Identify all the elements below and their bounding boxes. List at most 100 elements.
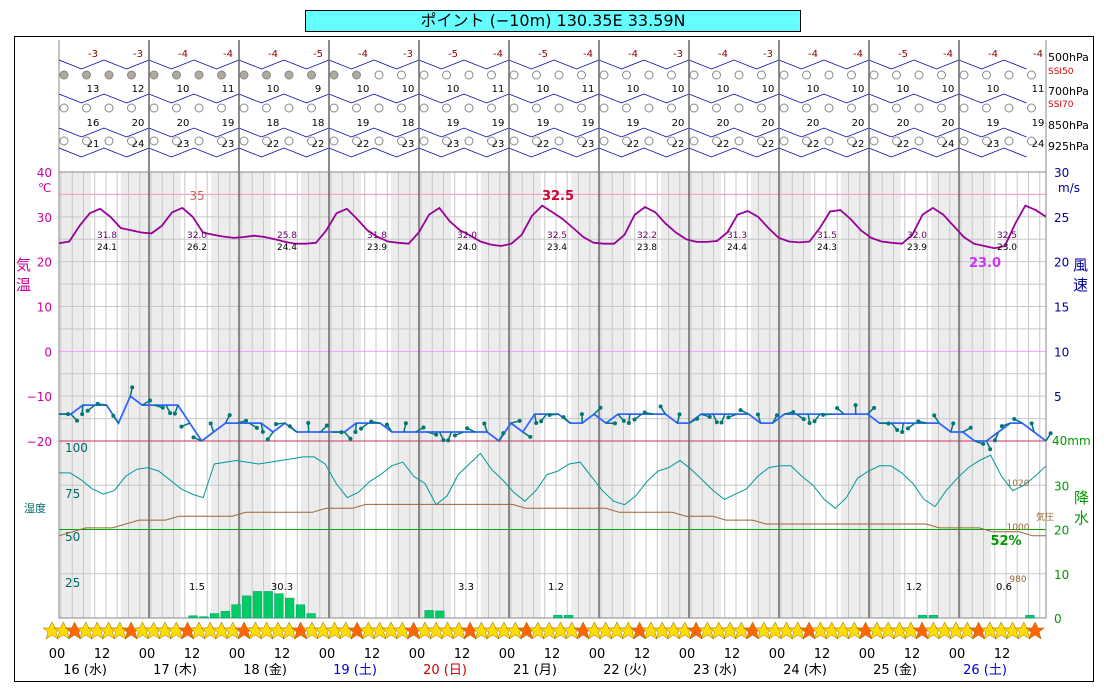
wind-arrow-head [707,414,712,419]
humidity-dot [712,70,721,80]
upper-temp-500: -3 [88,49,98,60]
temp-tick: 30 [37,211,52,225]
humidity-dot [689,70,699,80]
wind-arrow-head [359,426,364,431]
axes: 403020100−10−20℃気温30252015105m/s風速40mm30… [16,166,1091,626]
humidity-dot [644,136,654,146]
wind-arrow-head [85,408,90,413]
upper-temp-925: 24 [942,139,955,150]
humidity-dot [59,70,69,80]
wind-arrow-head [579,412,584,417]
precip-max-label: 40mm [1052,434,1091,448]
wind-arrow-head [80,412,85,417]
wind-tick: 25 [1054,211,1069,225]
wind-arrow-head [626,421,631,426]
humidity-dot [824,70,834,80]
precip-bars [188,591,1035,619]
humidity-dot [217,70,226,80]
upper-temp-700: 11 [222,84,235,95]
precip-bar [435,610,445,619]
daily-precip-label: 1.2 [548,582,564,593]
humidity-dot [892,70,901,80]
upper-temp-850: 19 [357,118,370,129]
precip-bar [928,615,938,619]
humidity-axis-label: 湿度 [24,501,46,515]
upper-temp-850: 19 [1032,118,1045,129]
upper-temp-925: 22 [672,139,685,150]
humidity-dot [982,70,991,80]
humidity-dot [307,136,316,146]
humidity-dot [127,136,136,146]
humidity-dot [689,136,699,146]
temp-axis-label: 温 [16,276,31,294]
humidity-dot [127,70,136,80]
wind-arrow-head [992,438,997,443]
humidity-dot [262,136,271,146]
humidity-dot [419,103,429,113]
wind-arrow-head [191,435,196,440]
precip-bar [563,615,574,619]
upper-temp-850: 20 [897,118,910,129]
humidity-dot [442,103,451,113]
upper-temp-700: 10 [942,84,955,95]
upper-temp-925: 22 [897,139,910,150]
upper-temp-925: 22 [312,139,325,150]
wind-arrow-head [900,429,905,434]
weather-icon [1025,621,1045,640]
upper-temp-500: -5 [448,49,458,60]
precip-bar [295,604,305,619]
upper-temp-500: -3 [763,49,773,60]
humidity-dot [487,70,496,80]
upper-temp-850: 20 [942,118,955,129]
upper-temp-850: 16 [87,118,100,129]
wind-arrows [59,385,1053,452]
humidity-dot [284,70,294,80]
day-label: 18 (金) [243,662,287,678]
humidity-dot [374,103,384,113]
wind-arrow-head [348,436,353,441]
wind-arrow-head [801,417,806,422]
upper-temp-500: -3 [673,49,683,60]
level-label-500hPa: 500hPa [1048,51,1089,64]
wind-arrow-head [613,421,618,426]
humidity-dot [892,136,901,146]
humidity-dot [149,103,159,113]
upper-temp-850: 18 [402,118,415,129]
humidity-dot [262,103,271,113]
humidity-dot [329,103,339,113]
humidity-dot [329,136,339,146]
upper-temp-850: 19 [582,118,595,129]
hour-label: 12 [364,647,381,662]
wind-arrow-head [1012,416,1017,421]
humidity-dot [959,103,969,113]
wind-arrow-head [179,424,184,429]
humidity-dot [734,103,744,113]
humidity-dot [667,136,676,146]
temp-unit: ℃ [38,181,51,195]
humidity-dot [487,103,496,113]
humidity-dot [802,136,811,146]
humidity-dot [532,136,541,146]
humidity-dot [847,136,856,146]
humidity-dot [1004,70,1014,80]
precip-bar [252,591,263,619]
humidity-dot [644,103,654,113]
wind-arrow-head [547,413,552,418]
precip-bar [231,604,241,619]
wind-arrow-head [160,405,165,410]
pressure-line [58,503,1046,537]
humidity-dot [82,136,91,146]
humidity-dot [824,103,834,113]
humidity-dot [374,70,384,80]
wind-arrow-head [905,426,910,431]
hour-label: 00 [949,647,966,662]
daily-min-temp: 23.8 [637,243,657,253]
humidity-dot [959,136,969,146]
wind-arrow-head [642,410,647,415]
wind-arrow-head [1048,431,1053,436]
humidity-dot [352,103,361,113]
daily-precip-label: 30.3 [271,582,293,593]
upper-temp-500: -4 [1033,49,1043,60]
humidity-tick: 50 [65,530,80,544]
upper-wind-trace [58,93,1027,104]
